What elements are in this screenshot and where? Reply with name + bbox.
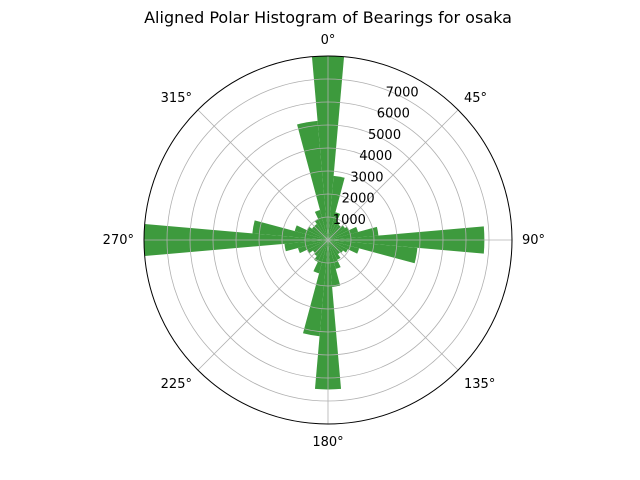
- angular-gridline-315: [197, 109, 329, 241]
- angle-tick-labels: 0° 45° 90° 135° 180° 225° 270° 315°: [103, 33, 545, 450]
- angle-tick-label-0: 0°: [321, 33, 336, 48]
- bar-wedge-260: [284, 240, 328, 252]
- bar-wedge-110: [328, 240, 360, 254]
- angular-gridline-45: [327, 109, 459, 241]
- bar-wedge-50: [328, 225, 345, 240]
- bar-wedge-70: [328, 226, 358, 240]
- angle-tick-label-45: 45°: [464, 91, 487, 106]
- radial-tick-label-1000: 1000: [333, 213, 366, 228]
- bar-wedge-10: [328, 175, 345, 240]
- bar-wedge-200: [313, 240, 328, 274]
- angle-tick-label-270: 270°: [103, 233, 134, 248]
- angular-gridline-225: [197, 239, 329, 371]
- angle-tick-label-135: 135°: [464, 377, 495, 392]
- angular-gridline-135: [327, 239, 459, 371]
- bar-wedge-150: [328, 240, 341, 260]
- bar-wedge-60: [328, 226, 349, 240]
- radial-tick-label-4000: 4000: [359, 149, 392, 164]
- bar-wedge-290: [294, 225, 328, 240]
- angle-tick-label-90: 90°: [522, 233, 545, 248]
- bar-wedge-160: [328, 240, 341, 269]
- radial-tick-label-6000: 6000: [377, 107, 410, 122]
- chart-title: Aligned Polar Histogram of Bearings for …: [144, 8, 512, 27]
- bar-wedge-330: [314, 219, 328, 240]
- bar-wedge-250: [298, 240, 328, 254]
- bar-wedge-30: [328, 221, 340, 240]
- bar-wedge-300: [307, 226, 328, 240]
- radial-tick-label-5000: 5000: [368, 128, 401, 143]
- radial-tick-label-7000: 7000: [386, 85, 419, 100]
- bar-wedge-80: [328, 226, 379, 240]
- bar-wedge-170: [328, 240, 341, 287]
- bar-wedge-340: [314, 210, 328, 240]
- angle-tick-label-315: 315°: [161, 91, 192, 106]
- radial-tick-label-2000: 2000: [342, 192, 375, 207]
- bar-wedge-240: [307, 240, 328, 254]
- angle-tick-label-225: 225°: [161, 377, 192, 392]
- bar-wedge-280: [252, 220, 328, 240]
- polar-outline: [143, 55, 513, 425]
- angle-tick-label-180: 180°: [312, 435, 343, 450]
- grid-group: [144, 56, 512, 424]
- bars-group: [143, 55, 485, 390]
- bar-wedge-120: [328, 240, 348, 253]
- radial-tick-label-3000: 3000: [350, 170, 383, 185]
- bar-wedge-190: [303, 240, 328, 337]
- bar-wedge-210: [314, 240, 328, 262]
- radial-tick-labels: 1000 2000 3000 4000 5000 6000 7000: [333, 85, 419, 227]
